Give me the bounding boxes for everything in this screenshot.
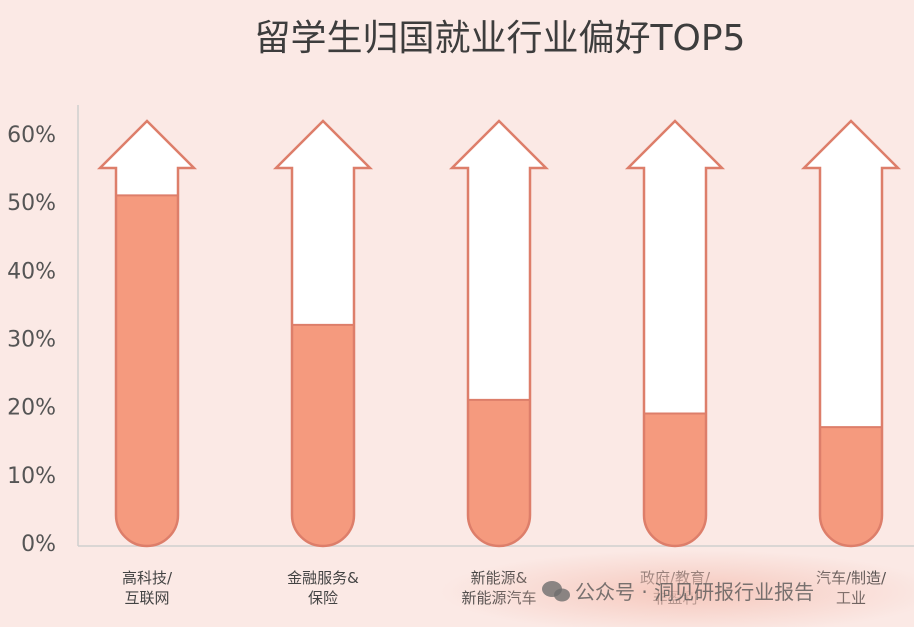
y-tick-label: 10% — [7, 464, 56, 489]
x-tick-label: 互联网 — [124, 589, 169, 607]
tube-outline — [800, 119, 902, 548]
watermark: 公众号 · 洞见研报行业报告 — [542, 580, 814, 604]
bar-fill — [292, 324, 354, 546]
bar-fill — [468, 399, 530, 546]
y-tick-label: 20% — [7, 396, 56, 421]
wechat-icon — [542, 581, 570, 602]
watermark-glow — [440, 550, 914, 627]
bar-fill — [116, 195, 178, 546]
x-tick-label: 高科技/ — [122, 569, 173, 587]
tube-outline — [624, 119, 726, 548]
chart-title: 留学生归国就业行业偏好TOP5 — [255, 18, 746, 59]
y-tick-label: 50% — [7, 191, 56, 216]
x-tick-label: 金融服务& — [287, 569, 359, 587]
tube-4 — [624, 119, 726, 548]
tube-outline — [448, 119, 550, 548]
y-tick-label: 40% — [7, 259, 56, 284]
tube-1 — [96, 119, 198, 548]
tube-3 — [448, 119, 550, 548]
tube-outline — [96, 119, 198, 548]
y-tick-label: 0% — [21, 532, 56, 557]
tube-5 — [800, 119, 902, 548]
y-tick-label: 30% — [7, 328, 56, 353]
watermark-text: 公众号 · 洞见研报行业报告 — [575, 580, 814, 604]
tube-outline — [272, 119, 374, 548]
bar-fill — [644, 413, 706, 546]
bar-fill — [820, 427, 882, 546]
tube-2 — [272, 119, 374, 548]
x-tick-label: 保险 — [308, 589, 338, 607]
y-tick-label: 60% — [7, 123, 56, 148]
